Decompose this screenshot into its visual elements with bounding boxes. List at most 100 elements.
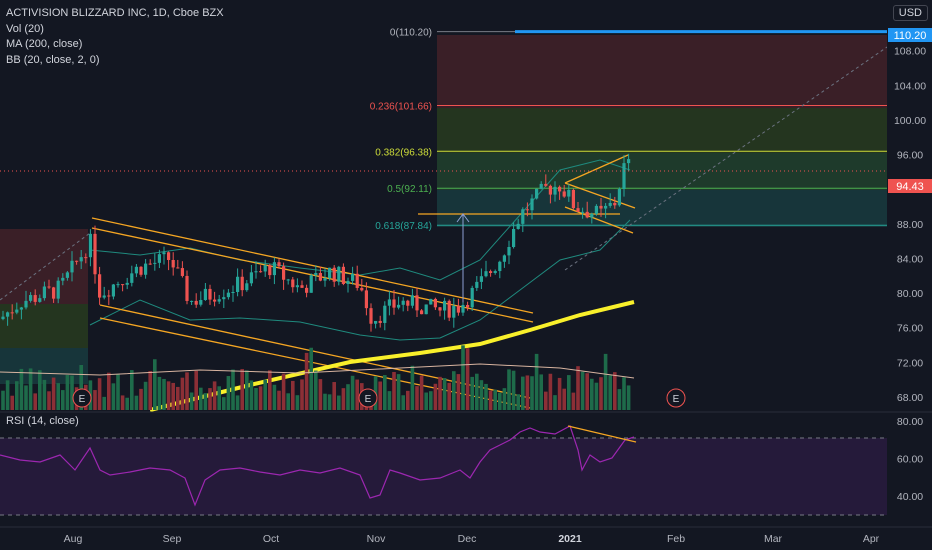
indicator-bb[interactable]: BB (20, close, 2, 0) [6,53,100,66]
time-tick-label: Apr [863,533,880,545]
price-tick-label: 76.00 [897,323,923,335]
rsi-pane[interactable]: 80.00 60.00 40.00 [0,411,932,516]
indicator-volume[interactable]: Vol (20) [6,22,44,35]
fib-zone-4 [437,190,887,227]
candle-body [38,298,42,302]
candle-body [98,274,102,298]
candle-body [268,265,272,276]
volume-bar [323,393,327,410]
candle-body [291,279,295,288]
volume-bar [70,375,74,410]
earnings-marker[interactable]: E [72,388,92,408]
candle-body [84,257,88,259]
candle-body [433,298,437,308]
volume-bar [530,376,534,410]
volume-bar [571,392,576,410]
candle-body [622,163,626,189]
indicator-ma[interactable]: MA (200, close) [6,38,83,50]
candle-body [318,273,322,281]
volume-bar [327,394,332,410]
volume-bar [525,375,530,410]
candle-body [443,300,447,311]
candle-body [180,268,184,276]
candle-body [516,223,520,229]
volume-bar [557,377,562,410]
volume-bar [10,395,14,410]
volume-bar [268,370,272,410]
volume-bar [511,370,516,410]
volume-bar [157,376,162,410]
volume-bar [15,381,19,410]
volume-bar [475,373,479,410]
price-tick-label: 100.00 [894,115,926,127]
candle-body [627,159,631,164]
candle-body [286,279,290,281]
volume-bar [544,391,548,410]
volume-bar [429,391,433,410]
candle-body [383,305,387,323]
candle-body [226,292,230,298]
volume-bar [148,371,152,410]
candle-body [102,295,106,298]
candle-body [548,185,552,195]
candle-body [355,273,359,288]
earnings-marker[interactable]: E [358,388,378,408]
candle-body [47,286,51,288]
candle-body [493,271,497,273]
price-axis[interactable]: 112.00108.00104.00100.0096.0092.0088.008… [887,0,932,412]
candle-body [249,272,253,284]
candle-body [282,266,286,280]
candle-body [617,188,621,206]
volume-bar [185,372,189,410]
candle-body [337,266,341,282]
volume-bar [387,391,392,410]
candle-body [309,275,313,293]
volume-bar [208,388,212,410]
volume-bar [258,386,263,410]
candle-body [199,300,203,305]
earnings-marker-label: E [79,394,86,405]
candle-body [613,202,617,206]
candle-body [328,267,332,279]
channel-upper-1 [91,217,534,314]
candle-body [148,263,152,265]
earnings-marker[interactable]: E [666,388,686,408]
volume-bar [383,375,387,410]
candle-body [121,284,125,286]
candle-body [489,271,493,273]
candle-body [111,284,115,297]
candle-body [512,228,516,248]
earnings-marker-label: E [365,394,372,405]
volume-bar [392,371,396,410]
rsi-tick-label: 80.00 [897,416,923,428]
candle-body [466,304,470,308]
rsi-line [0,425,635,507]
volume-bar [304,352,309,410]
price-tick-label: 68.00 [897,392,923,404]
last-price-badge [888,179,932,193]
volume-bar [613,372,617,410]
fib-level-label: 0.618(87.84) [375,221,432,232]
candle-body [392,299,396,308]
flag-line-3 [564,206,634,234]
candle-body [553,186,557,195]
candle-body [475,281,479,288]
candle-body [29,295,33,301]
volume-bar [406,390,410,410]
candle-body [571,189,575,209]
currency-button[interactable]: USD [892,5,928,21]
candle-body [525,209,529,211]
candle-body [576,208,580,212]
volume-bar [332,382,336,410]
volume-bar [378,381,382,410]
price-tick-label: 84.00 [897,253,923,265]
rsi-divergence-line [567,425,637,443]
volume-bar [65,375,70,410]
candle-body [52,287,56,299]
candle-body [15,309,19,313]
fib-level-label: 0.236(101.66) [370,102,432,113]
time-axis[interactable]: Aug Sep Oct Nov Dec 2021 Feb Mar Apr [0,526,932,545]
symbol-title[interactable]: ACTIVISION BLIZZARD INC, 1D, Cboe BZX [6,7,224,19]
rsi-legend[interactable]: RSI (14, close) [6,415,79,427]
